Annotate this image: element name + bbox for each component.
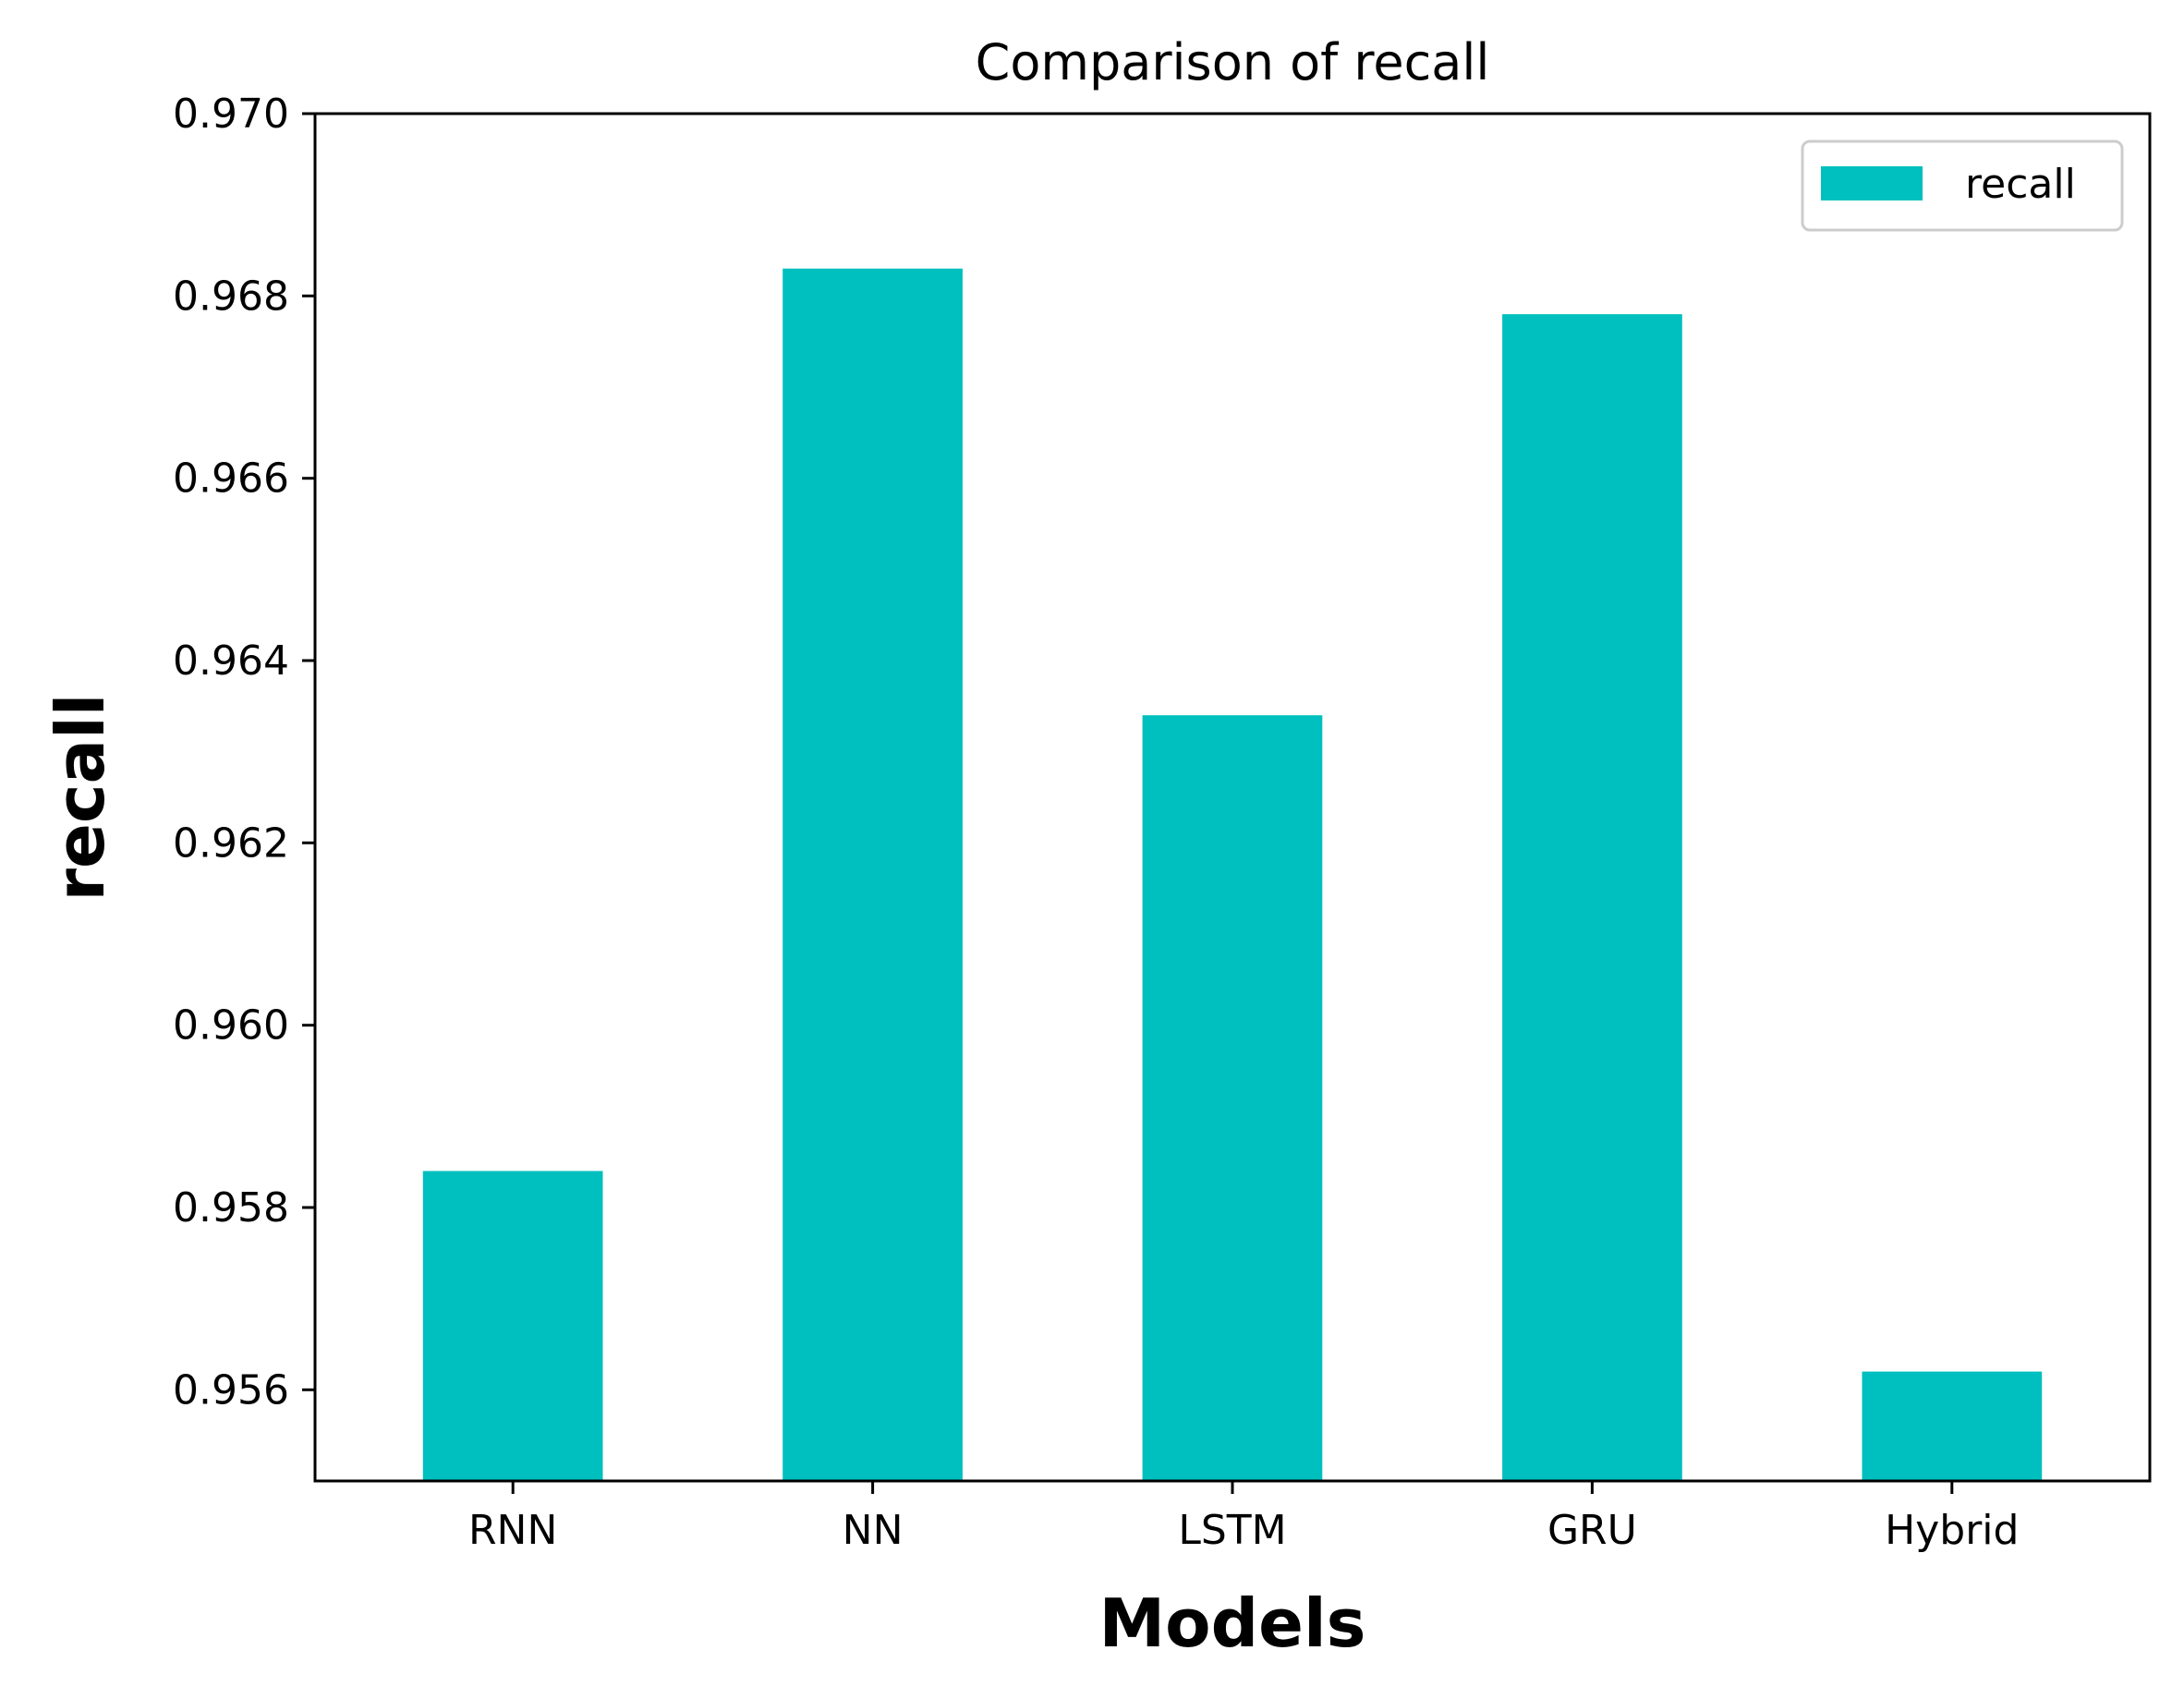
y-tick-label: 0.958 [173,1184,289,1232]
x-tick-label-lstm: LSTM [1178,1507,1286,1554]
legend: recall [1801,140,2124,232]
y-tick-label: 0.970 [173,91,289,138]
legend-swatch [1821,166,1923,200]
legend-box [1801,140,2124,232]
x-axis-label: Models [1098,1584,1365,1662]
x-tick-label-rnn: RNN [468,1507,557,1554]
x-axis: RNN NN LSTM GRU Hybrid [468,1481,2019,1554]
y-axis-label: recall [42,694,119,902]
bar-hybrid [1862,1371,2043,1481]
y-tick-label: 0.956 [173,1366,289,1414]
plot-frame [313,112,2152,1483]
x-tick-label-nn: NN [843,1507,904,1554]
bar-gru [1502,314,1682,1482]
x-tick-label-hybrid: Hybrid [1885,1507,2019,1554]
x-tick-label-gru: GRU [1547,1507,1637,1554]
y-tick-label: 0.962 [173,819,289,867]
bar-rnn [422,1171,603,1481]
y-tick-label: 0.964 [173,637,289,685]
legend-label: recall [1965,161,2076,208]
bar-lstm [1142,715,1323,1481]
y-axis: 0.956 0.958 0.960 0.962 0.964 0.966 0.968 0.970 [173,91,315,1414]
y-tick-label: 0.960 [173,1002,289,1050]
y-tick-label: 0.968 [173,273,289,320]
chart-title: Comparison of recall [976,33,1490,91]
y-tick-label: 0.966 [173,455,289,503]
bar-nn [783,268,963,1482]
bars-group [422,268,2043,1482]
